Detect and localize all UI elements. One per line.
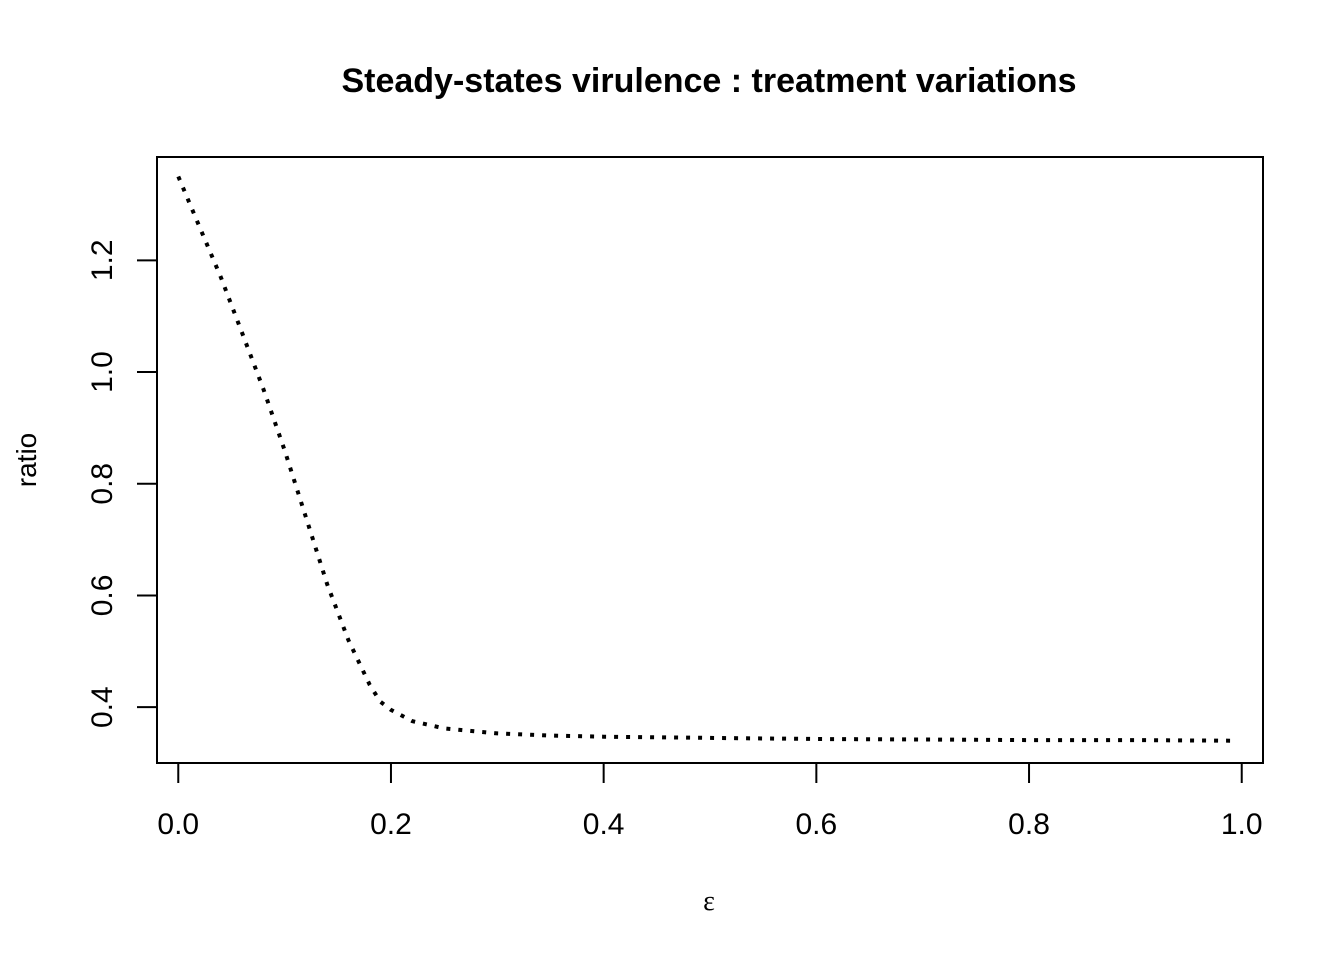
chart-title: Steady-states virulence : treatment vari… [341,62,1076,100]
series-line [176,175,1232,743]
y-tick-label: 0.4 [86,686,119,728]
x-tick-label: 0.0 [157,808,199,841]
x-tick-label: 0.6 [795,808,837,841]
y-axis: 0.4 0.6 0.8 1.0 1.2 [86,239,158,728]
y-axis-label: ratio [11,433,42,487]
y-tick-label: 1.2 [86,239,119,281]
x-tick-label: 0.4 [583,808,625,841]
y-tick-label: 0.8 [86,463,119,505]
x-tick-label: 0.8 [1008,808,1050,841]
x-tick-label: 0.2 [370,808,412,841]
x-axis-label: ε [703,886,715,917]
plot-frame [156,156,1264,764]
series-group [176,175,1232,743]
x-tick-label: 1.0 [1221,808,1263,841]
y-tick-label: 1.0 [86,351,119,393]
y-tick-label: 0.6 [86,575,119,617]
x-axis: 0.0 0.2 0.4 0.6 0.8 1.0 [157,762,1263,841]
